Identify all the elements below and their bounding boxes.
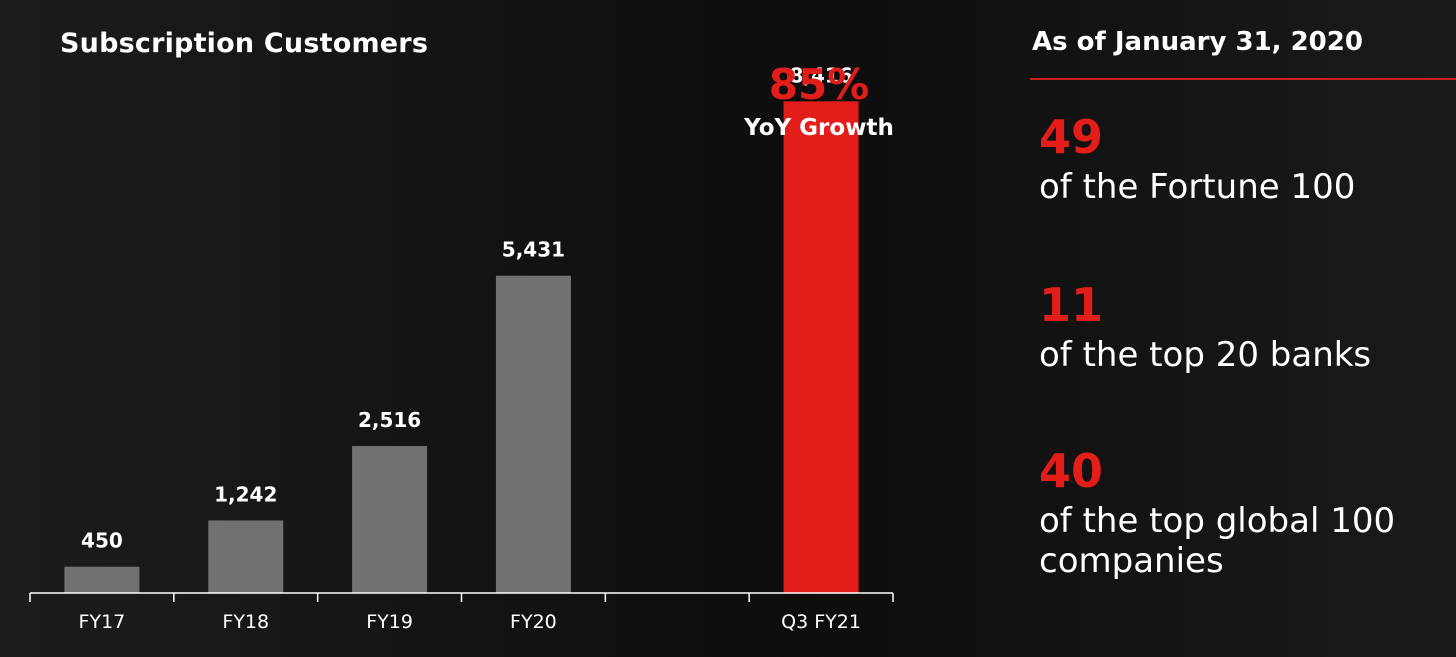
x-tick-label: Q3 FY21: [781, 611, 861, 633]
x-axis-tick-labels: FY17 FY18 FY19 FY20 Q3 FY21: [79, 611, 861, 633]
bar-value-labels: 450 1,242 2,516 5,431 8,416: [81, 63, 853, 552]
x-tick-label: FY18: [222, 611, 269, 633]
stat-description: of the Fortune 100: [1039, 167, 1356, 207]
bar-value-label: 5,431: [502, 238, 565, 262]
chart-title: Subscription Customers: [60, 28, 429, 59]
bar-fy17: [64, 566, 140, 593]
bars-group: [64, 101, 859, 593]
bar-chart: 450 1,242 2,516 5,431 8,416 FY17 FY18 FY19 FY20…: [29, 63, 894, 633]
bar-value-label: 8,416: [789, 63, 852, 87]
header-divider: [1030, 78, 1456, 80]
stat-number: 49: [1039, 110, 1104, 164]
stat-number: 40: [1039, 444, 1104, 498]
stat-description: of the top global 100 companies: [1039, 501, 1396, 581]
bar-fy18: [208, 520, 284, 593]
x-tick-label: FY19: [366, 611, 413, 633]
bar-fy19: [352, 446, 428, 593]
bar-fy20: [495, 275, 571, 593]
stats-header: As of January 31, 2020: [1032, 27, 1363, 57]
growth-percentage: 85%: [768, 60, 870, 109]
stat-global-companies: 40 of the top global 100 companies: [1039, 446, 1456, 581]
bar-q3-fy21: [783, 101, 859, 593]
x-axis-ticks: [29, 593, 894, 602]
stat-description: of the top 20 banks: [1039, 335, 1372, 375]
x-tick-label: FY17: [79, 611, 126, 633]
stats-panel: As of January 31, 2020 49 of the Fortune…: [1030, 0, 1456, 657]
bar-value-label: 1,242: [214, 482, 277, 506]
bar-value-label: 2,516: [358, 408, 421, 432]
stat-fortune-100: 49 of the Fortune 100: [1039, 112, 1456, 207]
stat-number: 11: [1039, 278, 1104, 332]
x-tick-label: FY20: [510, 611, 557, 633]
bar-value-label: 450: [81, 529, 123, 553]
stat-top-banks: 11 of the top 20 banks: [1039, 280, 1456, 375]
growth-label: YoY Growth: [744, 115, 894, 141]
